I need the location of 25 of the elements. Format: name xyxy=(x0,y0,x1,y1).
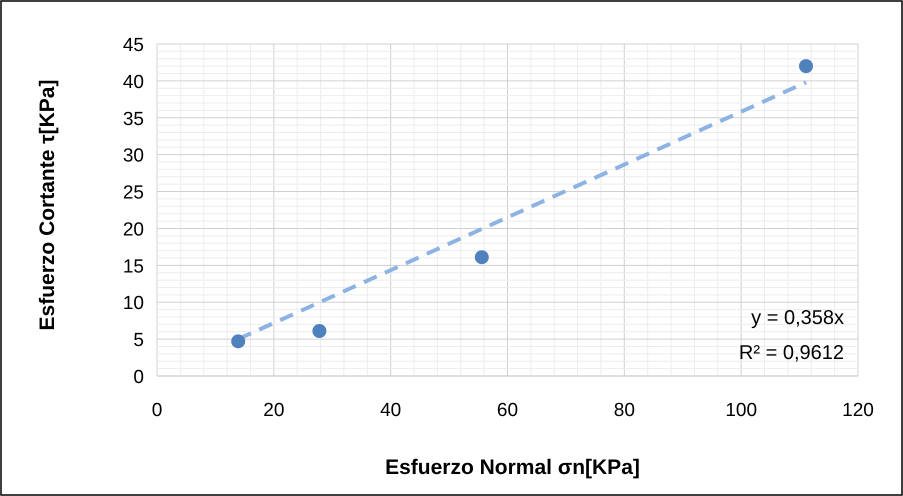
y-tick-label: 0 xyxy=(133,367,144,388)
y-tick-label: 35 xyxy=(122,108,144,130)
point xyxy=(799,59,814,74)
y-tick-label: 45 xyxy=(122,35,144,56)
x-tick-label: 100 xyxy=(725,400,758,421)
y-tick-label: 10 xyxy=(122,293,144,314)
x-tick-label: 80 xyxy=(614,400,635,421)
x-tick-label: 40 xyxy=(380,400,402,421)
y-tick-label: 30 xyxy=(122,146,144,167)
x-axis-title: Esfuerzo Normal σn[KPa] xyxy=(385,456,640,479)
point xyxy=(312,324,326,338)
y-tick-label: 20 xyxy=(122,219,144,240)
y-tick-label: 5 xyxy=(133,330,144,352)
y-tick-label: 25 xyxy=(122,182,144,204)
y-axis-title: Esfuerzo Cortante τ[KPa] xyxy=(36,80,59,330)
annotation: R² = 0,9612 xyxy=(738,342,844,364)
y-tick-label: 15 xyxy=(122,256,144,278)
annotation: y = 0,358x xyxy=(751,307,844,329)
x-tick-label: 60 xyxy=(496,400,518,421)
point xyxy=(231,334,246,348)
point xyxy=(474,250,489,264)
x-tick-label: 120 xyxy=(842,400,874,421)
y-tick-label: 40 xyxy=(122,72,144,93)
x-tick-label: 0 xyxy=(152,400,162,421)
x-tick-label: 20 xyxy=(263,400,284,421)
